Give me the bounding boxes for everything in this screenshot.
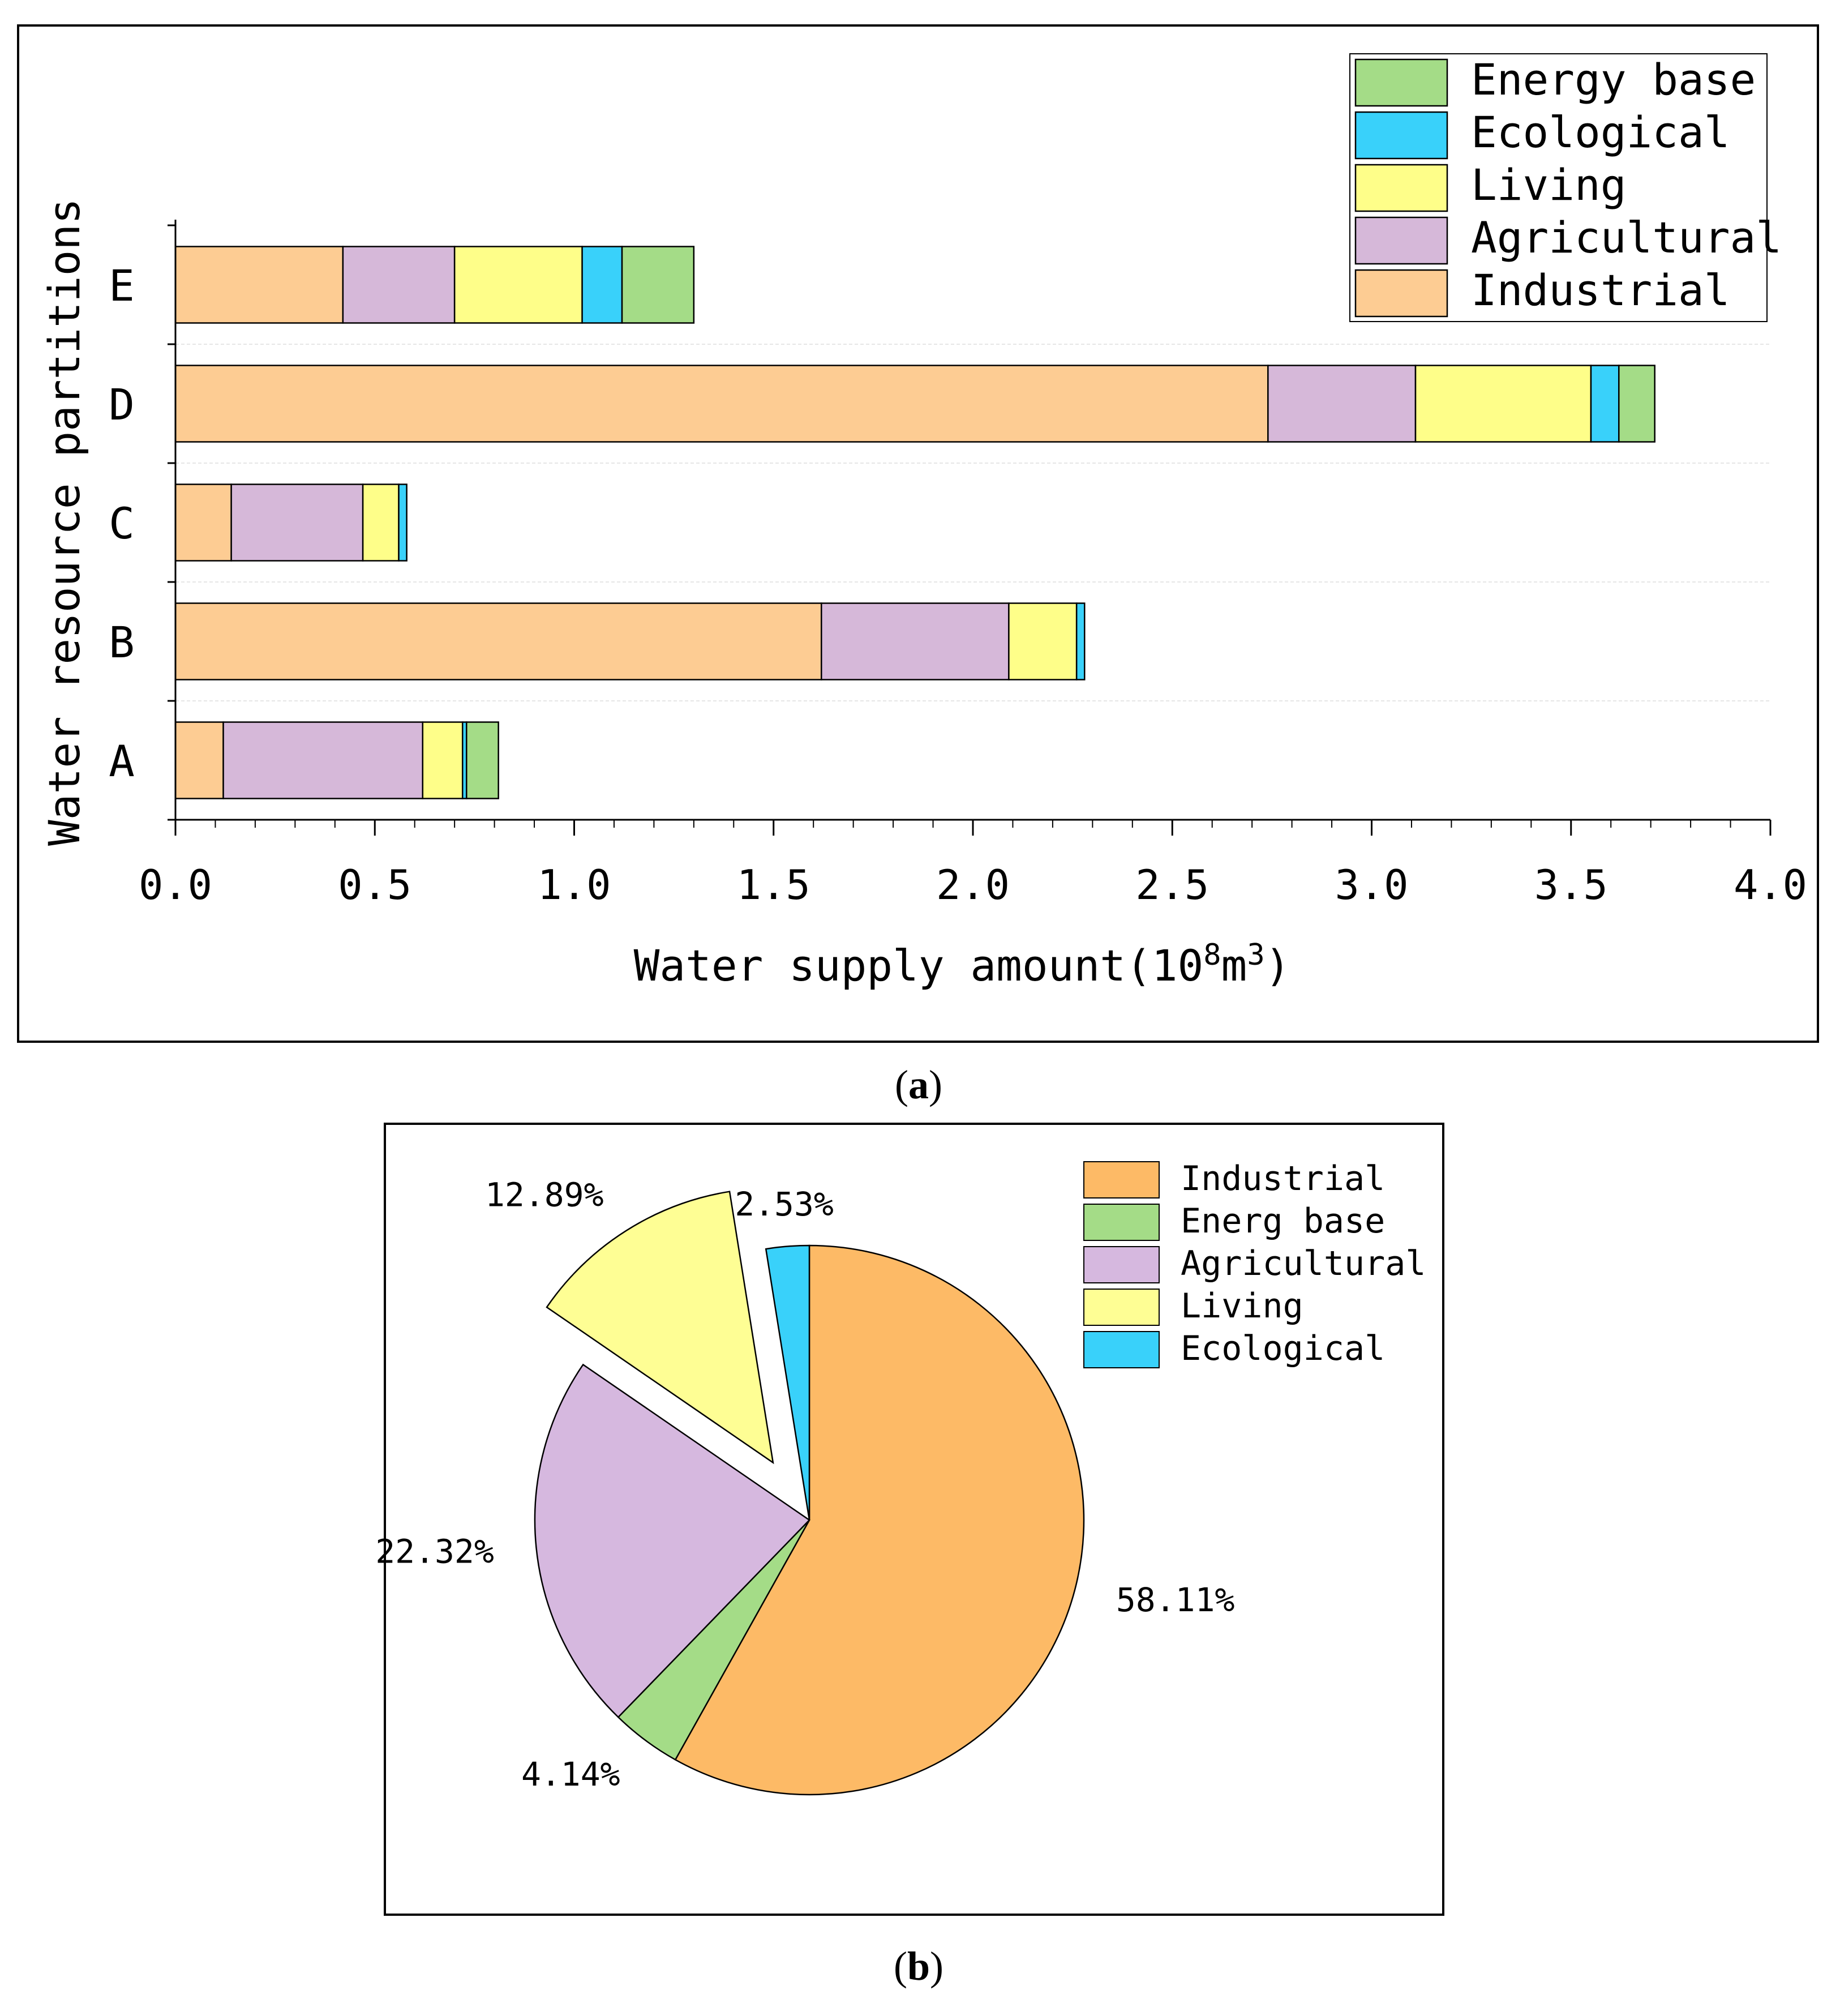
pie-legend-swatch [1083, 1204, 1160, 1241]
bar-x-tick-label: 0.0 [139, 861, 212, 909]
bar-x-ticks: 0.0 0.5 1.0 1.5 2.0 2.5 3.0 3.5 4.0 [139, 820, 1807, 909]
bar-segment-d-agricultural [1267, 365, 1417, 443]
bar-segment-d-industrial [174, 365, 1269, 443]
pie-slice-ecological [765, 1244, 810, 1521]
x-label-unit: m [1221, 940, 1247, 991]
bar-x-tick-label: 2.5 [1135, 861, 1209, 909]
bar-x-tick-label: 4.0 [1734, 861, 1807, 909]
bar-segment-c-agricultural [230, 483, 364, 562]
bar-x-tick-label: 1.0 [537, 861, 611, 909]
bar-segment-e-energy-base [621, 246, 695, 324]
bar-category-label: C [109, 498, 135, 549]
bar-segment-a-industrial [174, 721, 224, 799]
pie-slice-label: 12.89% [485, 1175, 604, 1214]
bar-legend-swatch [1354, 58, 1448, 107]
bar-segment-c-living [362, 483, 400, 562]
pie-legend-swatch [1083, 1289, 1160, 1326]
bar-segment-d-living [1414, 365, 1592, 443]
pie-slice-living [546, 1191, 774, 1465]
pie-slice-industrial [674, 1244, 1085, 1796]
bar-category-label: E [109, 260, 135, 311]
pie-labels: 58.11% 4.14% 22.32% 12.89% 2.53% [375, 1175, 1234, 1794]
bar-x-axis-label: Water supply amount(108m3) [634, 938, 1291, 991]
bar-segment-e-industrial [174, 246, 344, 324]
pie-legend-label: Agricultural [1181, 1244, 1426, 1283]
bar-category-label: D [109, 379, 135, 430]
bar-legend: Energy baseEcologicalLivingAgriculturalI… [1349, 53, 1782, 322]
bar-chart-panel: 0.0 0.5 1.0 1.5 2.0 2.5 3.0 3.5 4.0 A B C D E Water … [17, 24, 1819, 1043]
bar-segment-e-ecological [581, 246, 623, 324]
x-label-text: Water supply amount(10 [634, 940, 1204, 991]
bar-segment-b-industrial [174, 602, 822, 680]
bar-category-label: A [109, 736, 135, 786]
pie-slice-agricultural [534, 1363, 810, 1718]
pie-legend-label: Ecological [1181, 1329, 1385, 1368]
bar-x-tick-label: 3.5 [1534, 861, 1608, 909]
panel-a-caption: (a) [895, 1062, 942, 1107]
bar-segment-b-ecological [1075, 602, 1086, 680]
x-label-close: ) [1265, 940, 1291, 991]
bar-y-ticks: A B C D E [109, 224, 175, 821]
pie-legend-label: Industrial [1181, 1159, 1385, 1199]
bar-legend-swatch [1354, 216, 1448, 265]
bar-legend-label: Living [1471, 160, 1627, 210]
bar-category-label: B [109, 617, 135, 667]
bar-segment-a-living [422, 721, 464, 799]
bar-segment-b-agricultural [821, 602, 1010, 680]
pie-legend-swatch [1083, 1246, 1160, 1283]
panel-b-letter: b [907, 1944, 930, 1989]
pie-legend-swatch [1083, 1331, 1160, 1368]
pie-slice-label: 58.11% [1116, 1581, 1235, 1619]
bar-legend-label: Ecological [1471, 107, 1730, 157]
bar-x-tick-label: 1.5 [737, 861, 810, 909]
bar-segment-c-ecological [398, 483, 408, 562]
bar-legend-label: Agricultural [1471, 212, 1782, 263]
bar-x-tick-label: 0.5 [338, 861, 411, 909]
bar-segment-d-ecological [1590, 365, 1620, 443]
pie-slice-label: 22.32% [375, 1533, 494, 1571]
bar-legend-swatch [1354, 164, 1448, 212]
bar-segment-a-agricultural [222, 721, 424, 799]
bar-x-tick-label: 3.0 [1335, 861, 1408, 909]
bar-x-tick-label: 2.0 [936, 861, 1010, 909]
x-label-superscript-1: 8 [1203, 938, 1221, 972]
bar-rects [174, 246, 1655, 799]
bar-segment-e-agricultural [342, 246, 456, 324]
panel-a-letter: a [908, 1062, 929, 1107]
bar-legend-swatch [1354, 269, 1448, 318]
pie-chart-panel: 58.11%4.14%22.32%12.89% 2.53% IndustrialE… [375, 1123, 1444, 1916]
bar-segment-c-industrial [174, 483, 232, 562]
pie-legend-label: Energ base [1181, 1201, 1385, 1241]
bar-legend-label: Industrial [1471, 265, 1730, 315]
pie-slices [534, 1191, 1085, 1796]
bar-segment-b-living [1008, 602, 1078, 680]
bar-legend-swatch [1354, 111, 1448, 160]
pie-slice-label: 4.14% [521, 1755, 620, 1794]
bar-segment-a-energy-base [466, 721, 499, 799]
pie-legend-swatch [1083, 1161, 1160, 1199]
bar-y-axis-label: Water resource partitions [39, 198, 89, 846]
pie-legend-label: Living [1181, 1286, 1303, 1326]
panel-b-caption: (b) [894, 1944, 943, 1989]
bar-segment-d-energy-base [1618, 365, 1655, 443]
bar-legend-label: Energy base [1471, 54, 1756, 105]
pie-slice-label: 2.53% [735, 1185, 834, 1223]
x-label-superscript-2: 3 [1247, 938, 1264, 972]
bar-segment-e-living [453, 246, 583, 324]
